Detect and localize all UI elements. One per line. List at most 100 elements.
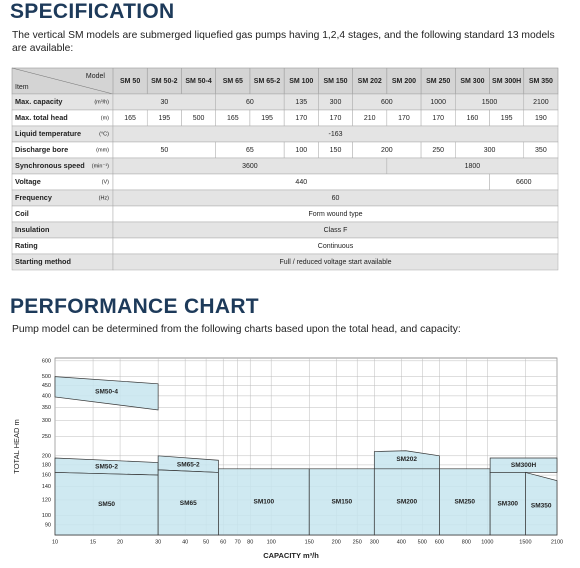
x-tick-label: 50 — [203, 539, 209, 545]
cell-value: 60 — [246, 99, 254, 106]
cell-value: Full / reduced voltage start available — [279, 259, 391, 266]
region-label: SM202 — [396, 456, 417, 463]
spec-intro: The vertical SM models are submerged liq… — [12, 30, 555, 54]
y-tick-label: 180 — [42, 462, 51, 468]
row-unit: (mm) — [96, 147, 109, 153]
model-name: SM 350 — [529, 78, 553, 85]
x-tick-label: 800 — [462, 539, 471, 545]
row-label: Max. capacity — [15, 97, 63, 106]
cell-value: 500 — [193, 115, 205, 122]
y-axis-label: TOTAL HEAD m — [12, 419, 21, 473]
model-region — [54, 376, 159, 411]
cell-value: Continuous — [318, 243, 354, 250]
row-unit: (Hz) — [99, 195, 110, 201]
cell-value: 30 — [160, 99, 168, 106]
x-tick-label: 500 — [418, 539, 427, 545]
x-tick-label: 80 — [247, 539, 253, 545]
model-name: SM 50-2 — [151, 78, 178, 85]
cell-value: 170 — [295, 115, 307, 122]
model-name: SM 300H — [492, 78, 521, 85]
x-tick-label: 1500 — [519, 539, 531, 545]
model-name: SM 200 — [392, 78, 416, 85]
y-tick-label: 400 — [42, 393, 51, 399]
x-tick-label: 250 — [353, 539, 362, 545]
cell-value: 165 — [124, 115, 136, 122]
cell-value: 190 — [535, 115, 547, 122]
cell-value: 200 — [381, 147, 393, 154]
x-tick-label: 15 — [90, 539, 96, 545]
x-tick-label: 40 — [182, 539, 188, 545]
spec-title: SPECIFICATION — [10, 0, 175, 23]
y-tick-label: 100 — [42, 513, 51, 519]
y-tick-label: 200 — [42, 453, 51, 459]
row-label: Rating — [15, 241, 38, 250]
row-unit: (m) — [101, 115, 109, 121]
cell-value: 135 — [295, 99, 307, 106]
region-label: SM50 — [98, 501, 115, 508]
row-label: Coil — [15, 209, 29, 218]
x-tick-label: 30 — [155, 539, 161, 545]
x-tick-label: 70 — [235, 539, 241, 545]
cell-value: 195 — [159, 115, 171, 122]
region-label: SM65-2 — [177, 461, 200, 468]
cell-value: 65 — [246, 147, 254, 154]
cell-value: 1800 — [465, 163, 481, 170]
x-tick-label: 10 — [52, 539, 58, 545]
corner-item: Item — [15, 84, 29, 91]
x-tick-label: 200 — [332, 539, 341, 545]
cell-value: 6600 — [516, 179, 532, 186]
region-label: SM300 — [497, 500, 518, 507]
model-name: SM 50 — [120, 78, 140, 85]
region-label: SM350 — [531, 502, 552, 509]
row-label: Voltage — [15, 177, 41, 186]
row-label: Frequency — [15, 193, 53, 202]
header-bg — [11, 67, 559, 95]
model-region — [525, 471, 558, 536]
x-tick-label: 300 — [370, 539, 379, 545]
cell-value: 300 — [484, 147, 496, 154]
region-label: SM100 — [254, 499, 275, 506]
cell-value: 300 — [330, 99, 342, 106]
model-name: SM 202 — [358, 78, 382, 85]
y-tick-label: 140 — [42, 484, 51, 490]
row-unit: (°C) — [99, 131, 109, 137]
cell-value: 150 — [330, 147, 342, 154]
cell-value: 100 — [295, 147, 307, 154]
row-unit: (m³/h) — [94, 99, 109, 105]
region-label: SM200 — [397, 499, 418, 506]
model-name: SM 100 — [289, 78, 313, 85]
header-diagonal — [11, 67, 114, 95]
cell-value: 195 — [261, 115, 273, 122]
region-label: SM250 — [454, 499, 475, 506]
y-tick-label: 90 — [45, 522, 51, 528]
cell-value: 3600 — [242, 163, 258, 170]
region-label: SM65 — [180, 500, 197, 507]
x-tick-label: 100 — [267, 539, 276, 545]
model-region — [373, 450, 440, 470]
cell-value: 165 — [227, 115, 239, 122]
row-label: Max. total head — [15, 113, 68, 122]
region-label: SM50-2 — [95, 464, 118, 471]
y-tick-label: 160 — [42, 473, 51, 479]
cell-value: 250 — [432, 147, 444, 154]
cell-value: 170 — [432, 115, 444, 122]
corner-model: Model — [86, 73, 106, 80]
model-region — [489, 457, 558, 473]
y-tick-label: 350 — [42, 405, 51, 411]
x-tick-label: 150 — [305, 539, 314, 545]
cell-value: 600 — [381, 99, 393, 106]
cell-value: 160 — [467, 115, 479, 122]
x-tick-label: 1000 — [481, 539, 493, 545]
row-label: Synchronous speed — [15, 161, 85, 170]
row-label: Liquid temperature — [15, 129, 81, 138]
cell-value: 2100 — [533, 99, 549, 106]
region-label: SM50-4 — [95, 389, 118, 396]
x-tick-label: 400 — [397, 539, 406, 545]
cell-value: Class F — [324, 227, 348, 234]
cell-value: Form wound type — [308, 211, 362, 218]
y-tick-label: 600 — [42, 358, 51, 364]
row-label: Starting method — [15, 257, 71, 266]
cell-value: 50 — [160, 147, 168, 154]
y-tick-label: 120 — [42, 497, 51, 503]
